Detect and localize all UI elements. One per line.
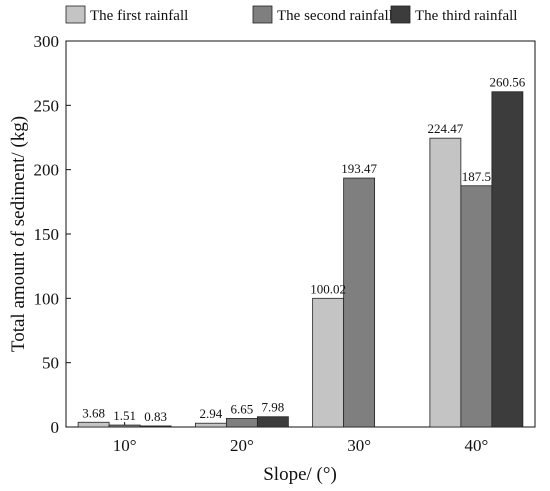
x-axis: 10° 20° 30° 40° — [113, 422, 488, 455]
data-label-s3-1: 7.98 — [262, 400, 285, 415]
data-label-s2-0: 1.51 — [113, 408, 136, 423]
data-label-s2-2: 193.47 — [341, 161, 377, 176]
data-label-s3-3: 260.56 — [490, 75, 526, 90]
legend-label-1: The first rainfall — [90, 8, 188, 24]
x-tick-label-2: 30° — [347, 436, 371, 455]
y-tick-label-3: 150 — [34, 225, 60, 244]
bar-s2-0 — [108, 424, 141, 428]
data-label-s1-0: 3.68 — [82, 405, 105, 420]
bar-s2-1 — [225, 418, 258, 428]
bar-s2-3 — [460, 185, 493, 428]
legend: The first rainfall The second rainfall The… — [65, 5, 517, 24]
x-tick-label-1: 20° — [230, 436, 254, 455]
data-label-s1-1: 2.94 — [200, 406, 223, 421]
bar-s3-1 — [256, 416, 289, 428]
bar-s1-2 — [312, 297, 345, 428]
x-tick-label-3: 40° — [464, 436, 488, 455]
x-tick-label-0: 10° — [113, 436, 137, 455]
bar-s1-0 — [77, 421, 110, 428]
data-label-s1-2: 100.02 — [310, 281, 346, 296]
y-tick-label-4: 200 — [34, 161, 60, 180]
bar-s1-3 — [429, 137, 462, 428]
y-axis-title: Total amount of sediment/ (kg) — [8, 116, 29, 352]
data-label-s1-3: 224.47 — [428, 121, 464, 136]
data-labels: 3.68 1.51 0.83 2.94 6.65 7.98 100.02 193.47 224.… — [82, 75, 526, 424]
data-label-s2-3: 187.5 — [462, 169, 491, 184]
data-label-s2-1: 6.65 — [231, 401, 254, 416]
data-label-s3-0: 0.83 — [144, 409, 167, 424]
bars — [77, 91, 524, 428]
legend-swatch-1 — [65, 5, 86, 24]
y-tick-label-6: 300 — [34, 32, 60, 51]
bar-s1-1 — [194, 422, 227, 428]
legend-swatch-3 — [390, 5, 411, 24]
y-tick-label-2: 100 — [34, 289, 60, 308]
bar-s3-0 — [139, 425, 172, 428]
x-axis-title: Slope/ (°) — [263, 464, 337, 485]
legend-label-3: The third rainfall — [415, 8, 517, 24]
y-tick-label-5: 250 — [34, 96, 60, 115]
bar-s2-2 — [343, 177, 376, 428]
legend-swatch-2 — [252, 5, 273, 24]
legend-label-2: The second rainfall — [277, 8, 393, 24]
y-axis: 0 50 100 150 200 250 300 — [34, 32, 71, 437]
y-tick-label-0: 0 — [51, 418, 60, 437]
bar-s3-3 — [491, 91, 524, 428]
y-tick-label-1: 50 — [42, 354, 59, 373]
